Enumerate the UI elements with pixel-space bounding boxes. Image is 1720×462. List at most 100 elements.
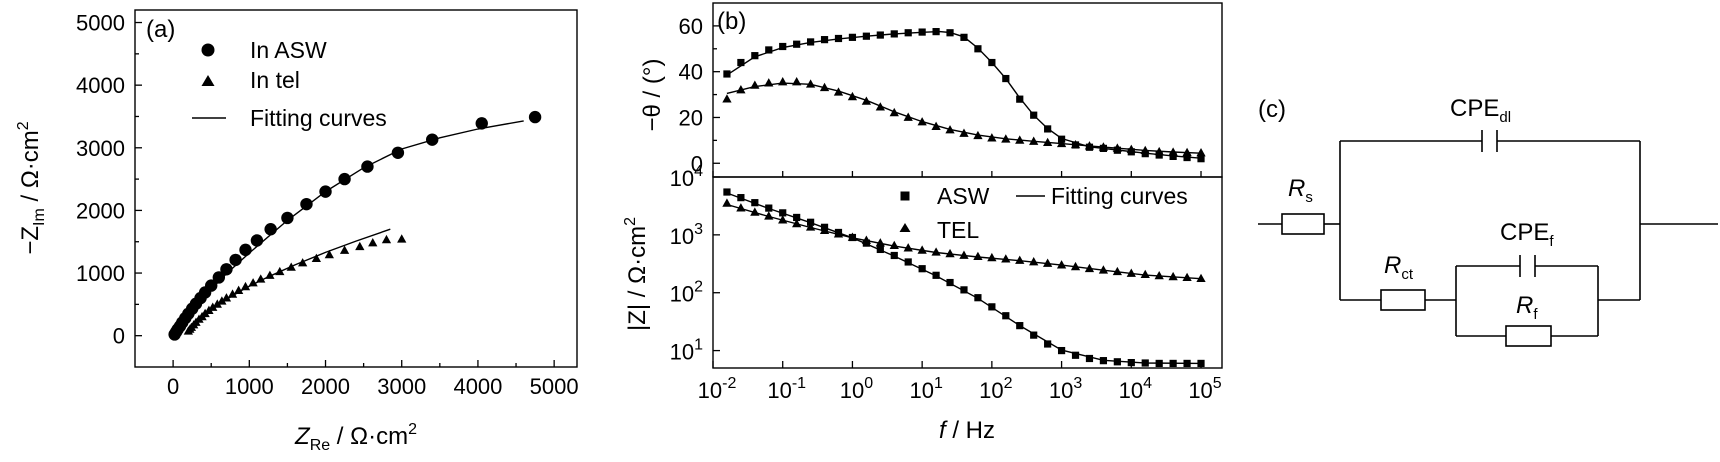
panel-a-x-axis-title: ZRe / Ω·cm2	[294, 421, 417, 454]
data-point	[205, 279, 218, 292]
data-point	[1154, 270, 1164, 280]
data-point	[807, 218, 815, 226]
data-point	[248, 278, 258, 287]
panel-b-top-y-axis-title: −θ / (°)	[639, 59, 666, 132]
data-point	[391, 146, 405, 159]
legend-in-asw-label: In ASW	[250, 37, 327, 63]
data-point	[1001, 134, 1011, 143]
data-point	[426, 133, 439, 146]
data-point	[765, 204, 773, 212]
data-point	[988, 303, 996, 311]
data-point	[918, 28, 926, 36]
label-cpe-dl: CPEdl	[1450, 95, 1511, 126]
x-tick-label: 105	[1188, 375, 1221, 403]
data-point	[1084, 141, 1095, 150]
label-rct: Rct	[1384, 252, 1414, 283]
panel-b-bottom-fitting-curves	[726, 192, 1202, 365]
data-point	[861, 235, 872, 244]
data-point	[875, 102, 885, 111]
fitting-curve	[726, 192, 1202, 365]
data-point	[1042, 137, 1053, 147]
data-point	[324, 249, 334, 259]
data-point	[1169, 359, 1177, 368]
data-point	[239, 243, 252, 257]
data-point	[1070, 139, 1081, 149]
data-point	[1056, 138, 1067, 148]
data-point	[973, 251, 983, 261]
data-point	[764, 78, 774, 87]
data-point	[275, 266, 285, 276]
data-point	[339, 245, 350, 254]
panel-a-data-points	[168, 110, 542, 341]
y-tick-label: 60	[679, 14, 703, 39]
data-point	[903, 243, 913, 252]
data-point	[286, 262, 296, 271]
data-point	[765, 46, 773, 54]
legend-fitting-curves-label: Fitting curves	[250, 105, 387, 131]
label-rs: Rs	[1288, 175, 1313, 206]
data-point	[1127, 358, 1135, 367]
data-point	[861, 96, 872, 105]
data-point	[833, 229, 844, 238]
data-point	[819, 82, 830, 92]
data-point	[847, 232, 858, 241]
panel-b-bottom-data-points	[722, 188, 1206, 368]
x-tick-label: 2000	[301, 374, 350, 399]
data-point	[751, 52, 759, 60]
data-point	[212, 299, 222, 308]
data-point	[890, 30, 898, 38]
data-point	[987, 133, 997, 142]
data-point	[338, 172, 351, 186]
panel-b-bottom-frame	[712, 176, 1223, 369]
data-point	[300, 197, 313, 211]
panel-a-plot-frame	[134, 9, 578, 368]
x-tick-label: 4000	[453, 374, 502, 399]
data-point	[1071, 351, 1080, 359]
data-point	[212, 271, 226, 284]
x-tick-label: 10-1	[767, 375, 806, 403]
data-point	[904, 258, 912, 266]
data-point	[751, 199, 759, 207]
data-point	[737, 58, 745, 67]
panel-b-bottom-y-axis-title: |Z| / Ω·cm2	[622, 217, 651, 331]
data-point	[1112, 143, 1122, 152]
y-tick-label: 20	[679, 105, 703, 130]
y-tick-label: 103	[670, 221, 703, 249]
x-tick-label: 100	[840, 375, 873, 403]
data-point	[528, 110, 542, 124]
data-point	[959, 250, 969, 259]
fitting-curve	[726, 203, 1202, 280]
data-point	[750, 207, 760, 216]
data-point	[1015, 135, 1025, 144]
data-point	[723, 188, 731, 196]
data-point	[807, 38, 815, 46]
legend-tel-label: TEL	[937, 217, 979, 243]
data-point	[974, 294, 982, 302]
panel-c-equivalent-circuit: (c) Rs CPEdl Rct CPEf Rf	[1258, 95, 1718, 347]
data-point	[1070, 261, 1081, 271]
data-point	[1197, 155, 1205, 163]
data-point	[311, 253, 322, 263]
data-point	[862, 32, 870, 40]
x-tick-label: 103	[1049, 375, 1082, 403]
label-cpe-f: CPEf	[1500, 219, 1554, 250]
resistor-rs	[1281, 213, 1325, 235]
data-point	[988, 58, 996, 67]
data-point	[1182, 147, 1192, 157]
data-point	[876, 245, 884, 254]
y-tick-label: 4000	[76, 73, 125, 98]
data-point	[736, 203, 746, 212]
legend-tel-triangle-marker	[899, 223, 911, 232]
x-tick-label: 102	[979, 375, 1012, 403]
data-point	[931, 247, 941, 256]
data-point	[889, 240, 899, 250]
fitting-curve	[726, 30, 1202, 159]
data-point	[264, 223, 277, 236]
data-point	[918, 265, 926, 273]
data-point	[1029, 257, 1039, 266]
label-rf: Rf	[1516, 292, 1538, 323]
data-point	[1084, 263, 1095, 273]
data-point	[217, 296, 227, 305]
resistor-rct	[1380, 289, 1426, 311]
